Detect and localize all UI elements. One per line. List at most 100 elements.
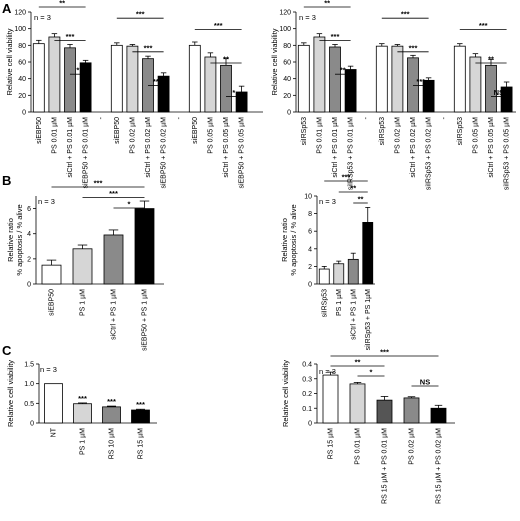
bar <box>322 374 339 424</box>
y-tick-label: 10 <box>304 194 312 201</box>
y-axis-title: Relative ratio <box>280 218 289 262</box>
category-label: siCtrl + PS 1 µM <box>350 289 357 340</box>
bar <box>297 44 310 113</box>
y-tick-label: 2 <box>308 264 312 271</box>
category-label: siCtrl + PS 0.02 µM <box>410 117 417 178</box>
category-label: siIRSp53 + PS 0.01 µM <box>348 117 355 190</box>
bar <box>79 62 92 113</box>
category-label: PS 0.05 µM <box>207 117 214 154</box>
category-label: siIRSp53 + PS 1µM <box>365 289 372 351</box>
category-label: siEBP50 + PS 1 µM <box>142 289 149 351</box>
chart-1: 0 20 40 60 80 100 120 Relative cell viability n … <box>5 0 263 189</box>
bar <box>44 383 63 424</box>
bar <box>64 47 76 113</box>
y-tick-label: 20 <box>283 93 291 100</box>
y-tick-label: 0 <box>287 110 291 117</box>
category-label: siCtrl + PS 0.05 µM <box>223 117 230 178</box>
panel-label-c: C <box>2 343 12 358</box>
bar <box>403 397 420 424</box>
y-tick-label: 8 <box>308 211 312 218</box>
category-label: siEBP50 + PS 0.02 µM <box>161 117 168 189</box>
bar <box>131 409 150 424</box>
significance-label: *** <box>94 179 103 188</box>
category-label: - <box>176 116 183 119</box>
category-label: siCtrl + PS 0.02 µM <box>145 117 152 178</box>
chart-4: 0 2 4 6 8 10 Relative ratio% apoptosis / % ali… <box>280 173 375 351</box>
category-label: siIRSp53 <box>457 117 464 146</box>
category-label: siEBP50 <box>114 117 121 144</box>
category-label: - <box>98 116 105 119</box>
y-tick-label: 0.4 <box>302 362 312 369</box>
significance-label: *** <box>479 21 488 30</box>
category-label: PS 1 µM <box>336 289 343 316</box>
category-label: siEBP50 + PS 0.05 µM <box>239 117 246 189</box>
bar <box>220 64 232 113</box>
category-label: RS 15 µM + PS 0.01 µM <box>382 428 389 504</box>
n-label: n = 3 <box>319 367 336 376</box>
category-label: PS 1 µM <box>80 289 87 316</box>
bar <box>391 45 404 113</box>
significance-label: *** <box>66 32 75 41</box>
n-label: n = 3 <box>40 365 57 374</box>
category-label: PS 0.02 µM <box>394 117 401 154</box>
bar <box>347 258 359 285</box>
category-label: RS 15 µM <box>138 428 145 459</box>
bar <box>453 45 466 113</box>
y-axis-title: % apoptosis / % alive <box>15 204 24 275</box>
y-tick-label: 120 <box>14 10 26 17</box>
category-label: PS 0.01 µM <box>51 117 58 154</box>
significance-label: ** <box>153 77 159 86</box>
y-tick-label: 1.0 <box>24 381 34 388</box>
y-tick-label: 0 <box>27 282 31 289</box>
bar <box>430 407 447 424</box>
significance-label: NS <box>420 378 430 387</box>
panel-label-a: A <box>2 1 12 16</box>
y-tick-label: 100 <box>14 26 26 33</box>
bar-significance-label: *** <box>107 397 116 406</box>
category-label: siEBP50 <box>36 117 43 144</box>
bar <box>126 45 139 113</box>
significance-label: ** <box>324 0 330 8</box>
y-axis-title: Relative cell viability <box>270 28 279 95</box>
bar <box>157 75 170 113</box>
significance-label: *** <box>136 10 145 19</box>
bar <box>329 46 341 113</box>
bar <box>134 208 155 285</box>
significance-label: *** <box>109 189 118 198</box>
category-label: siCtrl + PS 0.05 µM <box>488 117 495 178</box>
y-tick-label: 6 <box>27 206 31 213</box>
bar <box>362 221 374 285</box>
category-label: siCtrl + PS 1 µM <box>111 289 118 340</box>
y-tick-label: 20 <box>18 93 26 100</box>
category-label: PS 0.02 µM <box>409 428 416 465</box>
y-tick-label: 100 <box>279 26 291 33</box>
bar <box>103 234 124 285</box>
chart-6: 0 0.1 0.2 0.3 0.4 Relative cell viability n = … <box>281 348 455 504</box>
bar <box>102 406 121 424</box>
significance-label: *** <box>331 32 340 41</box>
significance-label: *** <box>401 10 410 19</box>
bar <box>110 44 123 113</box>
bar <box>235 91 248 113</box>
category-label: PS 0.01 µM <box>355 428 362 465</box>
bar <box>72 248 93 285</box>
category-label: siEBP50 <box>49 289 56 316</box>
n-label: n = 3 <box>38 197 55 206</box>
y-tick-label: 2 <box>27 256 31 263</box>
category-label: PS 0.05 µM <box>472 117 479 154</box>
y-tick-label: 0.2 <box>302 391 312 398</box>
category-label: siCtrl + PS 0.01 µM <box>67 117 74 178</box>
significance-label: * <box>232 88 235 97</box>
category-label: siIRSp53 <box>321 289 328 318</box>
n-label: n = 3 <box>319 197 336 206</box>
category-label: RS 10 µM <box>109 428 116 459</box>
bar <box>349 383 366 424</box>
category-label: NT <box>51 427 58 437</box>
y-tick-label: 80 <box>18 43 26 50</box>
y-tick-label: 0.3 <box>302 376 312 383</box>
y-tick-label: 4 <box>27 231 31 238</box>
category-label: - <box>363 116 370 119</box>
y-tick-label: 40 <box>283 76 291 83</box>
